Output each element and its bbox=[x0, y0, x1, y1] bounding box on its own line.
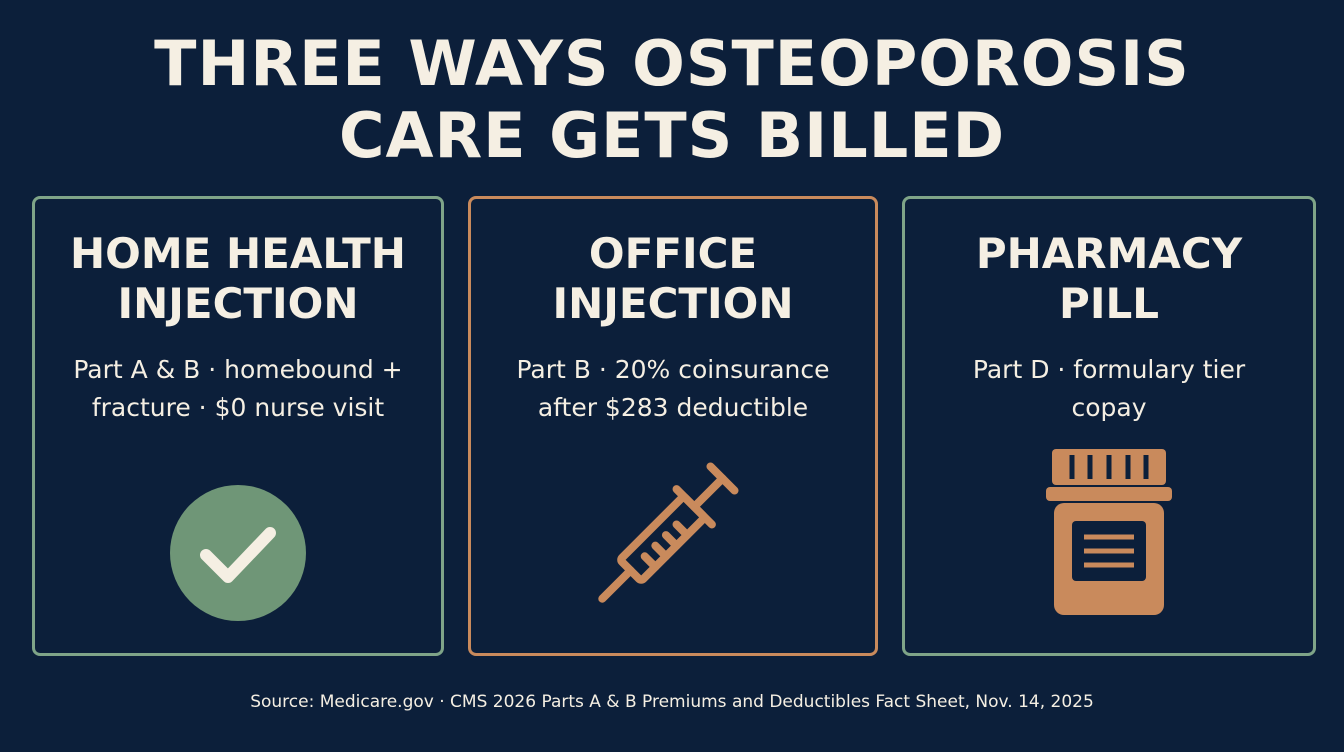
card-title: HOME HEALTH bbox=[70, 229, 406, 278]
check-icon bbox=[170, 485, 306, 621]
source: Source: Medicare.gov · CMS 2026 Parts A … bbox=[250, 692, 1094, 712]
card-detail: copay bbox=[1071, 393, 1147, 422]
card-title: INJECTION bbox=[117, 279, 359, 328]
card-detail: Part A & B · homebound + bbox=[73, 355, 403, 384]
card-title: PHARMACY bbox=[975, 229, 1243, 278]
card-detail: Part B · 20% coinsurance bbox=[516, 355, 830, 384]
card: HOME HEALTH INJECTION Part A & B · homebo… bbox=[32, 196, 444, 656]
card: OFFICE INJECTION Part B · 20% coinsurance… bbox=[468, 196, 878, 656]
card-title: INJECTION bbox=[552, 279, 794, 328]
card-detail: Part D · formulary tier bbox=[972, 355, 1246, 384]
title: THREE WAYS OSTEOPOROSIS CARE GETS BILLED bbox=[0, 28, 1344, 172]
syringe-icon bbox=[598, 462, 739, 603]
title-line: THREE WAYS OSTEOPOROSIS bbox=[154, 27, 1190, 100]
card-title: OFFICE bbox=[588, 229, 758, 278]
card-detail: after $283 deductible bbox=[537, 393, 809, 422]
card: PHARMACY PILL Part D · formulary tier copa… bbox=[902, 196, 1316, 656]
title-line: CARE GETS BILLED bbox=[338, 99, 1006, 172]
pill-bottle-icon bbox=[1046, 449, 1172, 615]
card-title: PILL bbox=[1059, 279, 1159, 328]
card-detail: fracture · $0 nurse visit bbox=[91, 393, 385, 422]
